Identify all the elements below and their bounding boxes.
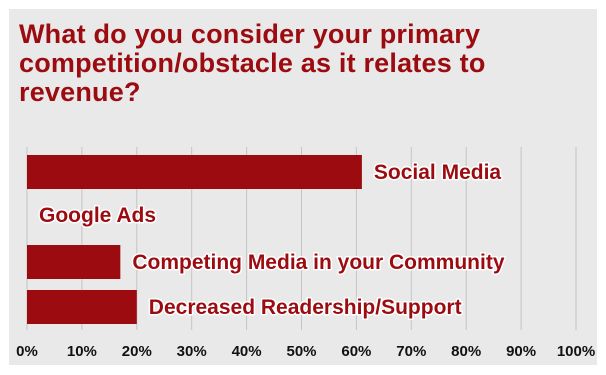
- category-label: Decreased Readership/Support: [149, 296, 462, 319]
- x-tick-label: 100%: [557, 343, 595, 360]
- category-label: Social Media: [374, 161, 502, 184]
- x-tick-label: 60%: [341, 343, 371, 360]
- bar: [27, 245, 121, 279]
- bar: [27, 155, 362, 189]
- x-tick-label: 10%: [67, 343, 97, 360]
- x-tick-label: 30%: [177, 343, 207, 360]
- x-tick-label: 50%: [286, 343, 316, 360]
- x-tick-label: 80%: [451, 343, 481, 360]
- x-axis-ticks: 0% 10% 20% 30% 40% 50% 60% 70% 80% 90% 100%: [16, 343, 595, 360]
- chart-title: What do you consider your primary compet…: [19, 19, 486, 107]
- x-tick-label: 40%: [232, 343, 262, 360]
- x-tick-label: 70%: [396, 343, 426, 360]
- bars: [27, 155, 362, 324]
- category-labels: Social Media Google Ads Competing Media in…: [38, 160, 507, 321]
- category-label: Competing Media in your Community: [132, 251, 504, 274]
- x-tick-label: 0%: [16, 343, 38, 360]
- x-tick-label: 90%: [506, 343, 536, 360]
- category-label: Google Ads: [39, 204, 156, 227]
- x-tick-label: 20%: [122, 343, 152, 360]
- bar: [27, 290, 137, 324]
